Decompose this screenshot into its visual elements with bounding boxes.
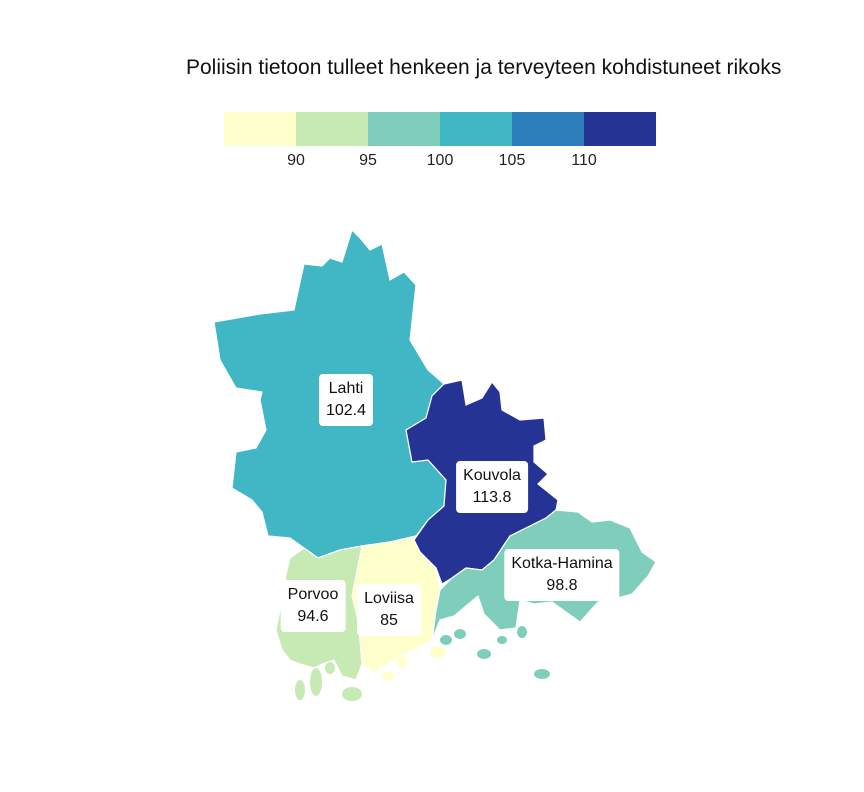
label-loviisa: Loviisa 85: [357, 584, 421, 636]
label-lahti: Lahti 102.4: [318, 374, 374, 426]
region-name: Loviisa: [364, 590, 414, 607]
islands: [295, 626, 550, 701]
region-value: 94.6: [297, 608, 329, 625]
region-name: Kouvola: [463, 467, 521, 484]
legend-bin-4: [440, 112, 512, 146]
label-kotka-hamina: Kotka-Hamina 98.8: [504, 549, 620, 601]
legend-bin-2: [296, 112, 368, 146]
legend-bin-5: [512, 112, 584, 146]
legend-tick: 110: [571, 152, 597, 169]
legend-tick: 90: [287, 152, 305, 169]
region-value: 85: [380, 612, 398, 629]
label-porvoo: Porvoo 94.6: [280, 580, 346, 632]
legend-bin-6: [584, 112, 656, 146]
region-name: Porvoo: [287, 586, 339, 603]
region-name: Kotka-Hamina: [511, 555, 613, 572]
legend-ticks: 90 95 100 105 110: [224, 152, 656, 172]
legend-bin-3: [368, 112, 440, 146]
region-value: 98.8: [546, 577, 578, 594]
label-kouvola: Kouvola 113.8: [456, 461, 528, 513]
legend-tick: 95: [359, 152, 377, 169]
legend-tick: 100: [426, 152, 454, 169]
region-value: 113.8: [472, 489, 512, 506]
region-value: 102.4: [325, 402, 367, 419]
legend-bin-1: [224, 112, 296, 146]
color-legend: [224, 112, 656, 146]
map-title: Poliisin tietoon tulleet henkeen ja terv…: [186, 56, 782, 79]
region-name: Lahti: [328, 380, 364, 397]
legend-tick: 105: [498, 152, 526, 169]
